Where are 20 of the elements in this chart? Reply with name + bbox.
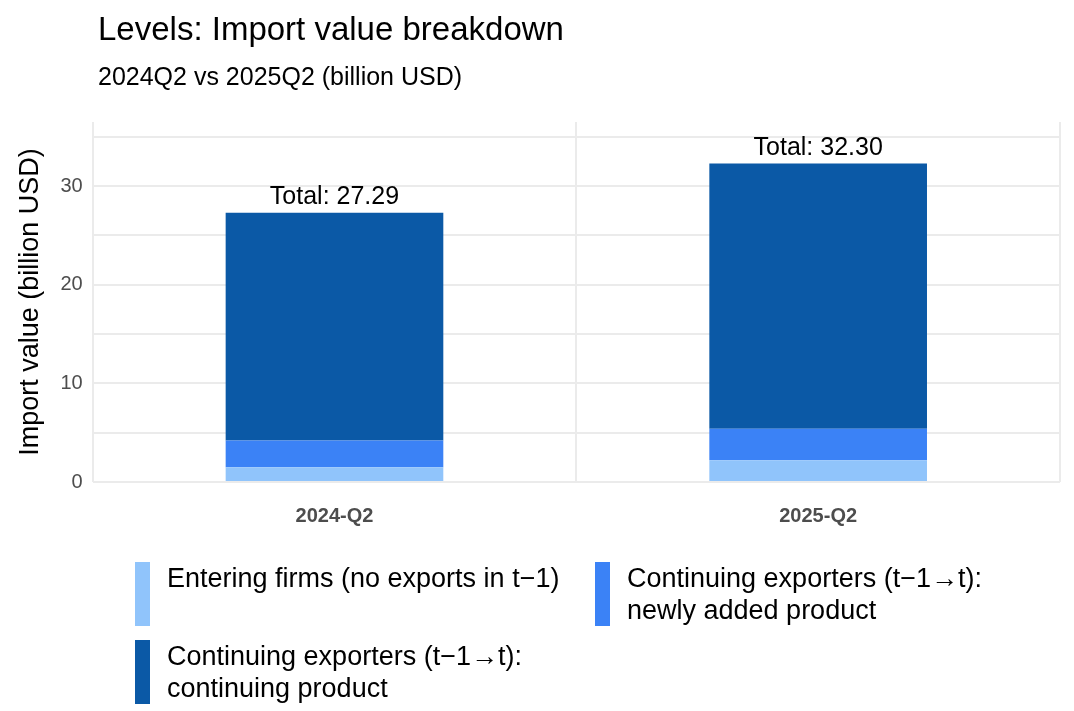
bar <box>709 460 927 481</box>
legend-label: Entering firms (no exports in t−1) <box>167 562 560 594</box>
y-tick-label: 0 <box>71 469 83 492</box>
y-tick-label: 20 <box>60 272 83 295</box>
y-tick-label: 30 <box>60 173 83 196</box>
bar <box>225 440 444 468</box>
legend-label: Continuing exporters (t−1→t): newly added product <box>627 562 983 626</box>
y-tick-label: 10 <box>60 370 83 393</box>
bar <box>225 212 444 441</box>
bar <box>709 163 927 429</box>
bar <box>709 428 927 461</box>
bar <box>225 467 444 481</box>
y-axis-title: Import value (billion USD) <box>13 148 44 456</box>
chart-title: Levels: Import value breakdown <box>98 10 564 48</box>
chart-subtitle: 2024Q2 vs 2025Q2 (billion USD) <box>98 62 463 91</box>
legend-label: Continuing exporters (t−1→t): continuing product <box>167 640 523 704</box>
total-label: Total: 32.30 <box>753 131 883 160</box>
x-tick-label: 2024-Q2 <box>295 503 374 526</box>
total-label: Total: 27.29 <box>269 181 400 210</box>
x-tick-label: 2025-Q2 <box>779 503 858 526</box>
